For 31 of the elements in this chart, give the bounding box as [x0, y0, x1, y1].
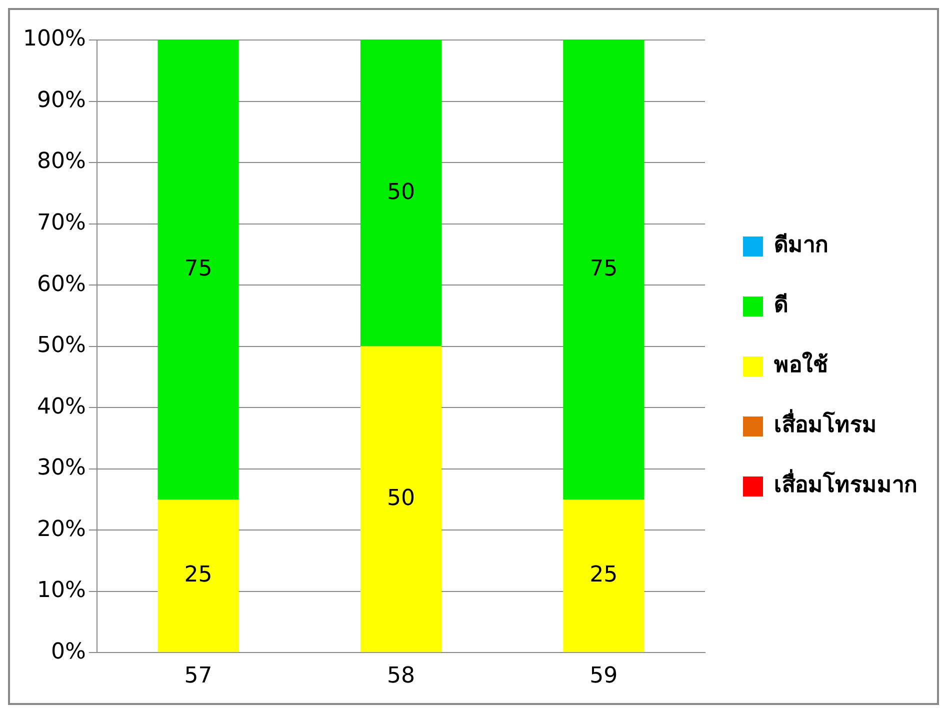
y-tick-label: 20% [36, 516, 86, 542]
data-label: 50 [386, 486, 415, 511]
y-tick-label: 90% [36, 88, 86, 113]
legend-label: พอใช้ [774, 351, 828, 378]
y-tick-label: 50% [36, 333, 86, 358]
legend-label: เสื่อมโทรม [774, 408, 877, 438]
legend-label: ดี [774, 293, 788, 318]
bar [360, 40, 442, 346]
data-label: 25 [590, 562, 618, 588]
legend-label: ดีมาก [774, 233, 828, 258]
data-label: 75 [184, 256, 212, 282]
y-tick-label: 10% [36, 578, 86, 604]
bar [563, 499, 644, 652]
y-tick-label: 0% [50, 639, 86, 664]
bar [563, 40, 644, 500]
y-tick-label: 30% [36, 456, 86, 481]
data-label: 50 [386, 180, 415, 205]
x-tick-label: 59 [590, 664, 618, 689]
y-tick-label: 60% [36, 272, 86, 297]
data-label: 25 [184, 562, 212, 588]
y-tick-label: 80% [36, 149, 86, 174]
x-tick-label: 58 [386, 664, 415, 689]
y-tick-label: 70% [36, 210, 86, 236]
y-tick-label: 40% [36, 394, 86, 420]
x-tick-label: 57 [184, 664, 212, 689]
bar [360, 346, 442, 652]
bar [158, 40, 239, 500]
y-tick-label: 100% [22, 26, 86, 52]
legend-label: เสื่อมโทรมมาก [774, 468, 917, 498]
data-label: 75 [590, 256, 618, 282]
bar [158, 499, 239, 652]
